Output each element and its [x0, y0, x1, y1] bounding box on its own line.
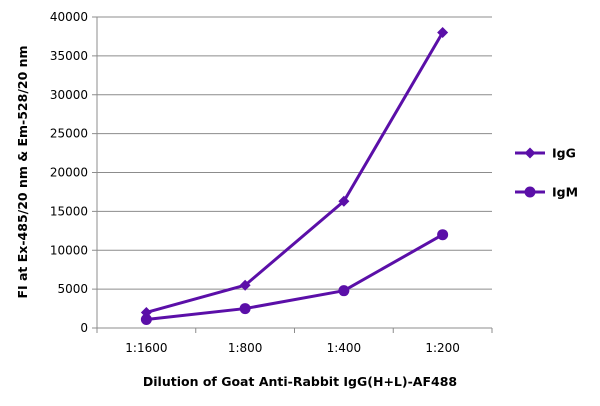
- x-tick-label: 1:200: [425, 341, 460, 355]
- legend-label: IgG: [552, 146, 576, 161]
- legend-item-igm: IgM: [515, 185, 578, 200]
- x-axis-title: Dilution of Goat Anti-Rabbit IgG(H+L)-AF…: [143, 374, 457, 389]
- data-point: [239, 303, 251, 315]
- data-point: [437, 229, 449, 241]
- axes: [92, 16, 493, 333]
- data-point: [239, 279, 251, 291]
- legend: IgG IgM: [515, 146, 578, 200]
- legend-label: IgM: [552, 185, 578, 200]
- y-tick-labels: 0 5000 10000 15000 20000 25000 30000 35000 40000: [50, 10, 88, 335]
- y-tick-label: 15000: [50, 204, 88, 218]
- x-tick-label: 1:800: [228, 341, 263, 355]
- series-igm: [140, 229, 449, 325]
- x-tick-labels: 1:1600 1:800 1:400 1:200: [125, 341, 460, 355]
- data-point: [338, 195, 350, 207]
- y-tick-label: 10000: [50, 243, 88, 257]
- series: [140, 27, 449, 325]
- series-line: [146, 233, 444, 321]
- y-tick-label: 40000: [50, 10, 88, 24]
- legend-swatch-marker: [524, 147, 536, 159]
- series-line: [145, 31, 444, 314]
- legend-swatch-marker: [524, 186, 536, 198]
- y-tick-label: 25000: [50, 127, 88, 141]
- x-tick-label: 1:1600: [125, 341, 167, 355]
- y-tick-label: 20000: [50, 166, 88, 180]
- y-tick-label: 0: [80, 321, 88, 335]
- y-tick-label: 35000: [50, 49, 88, 63]
- data-point: [140, 313, 152, 325]
- data-point: [338, 285, 350, 297]
- y-tick-label: 5000: [57, 282, 88, 296]
- x-tick-label: 1:400: [327, 341, 362, 355]
- y-tick-label: 30000: [50, 88, 88, 102]
- y-axis-title: FI at Ex-485/20 nm & Em-528/20 nm: [15, 45, 30, 298]
- legend-item-igg: IgG: [515, 146, 576, 161]
- gridlines: [97, 16, 492, 290]
- data-point: [437, 27, 449, 39]
